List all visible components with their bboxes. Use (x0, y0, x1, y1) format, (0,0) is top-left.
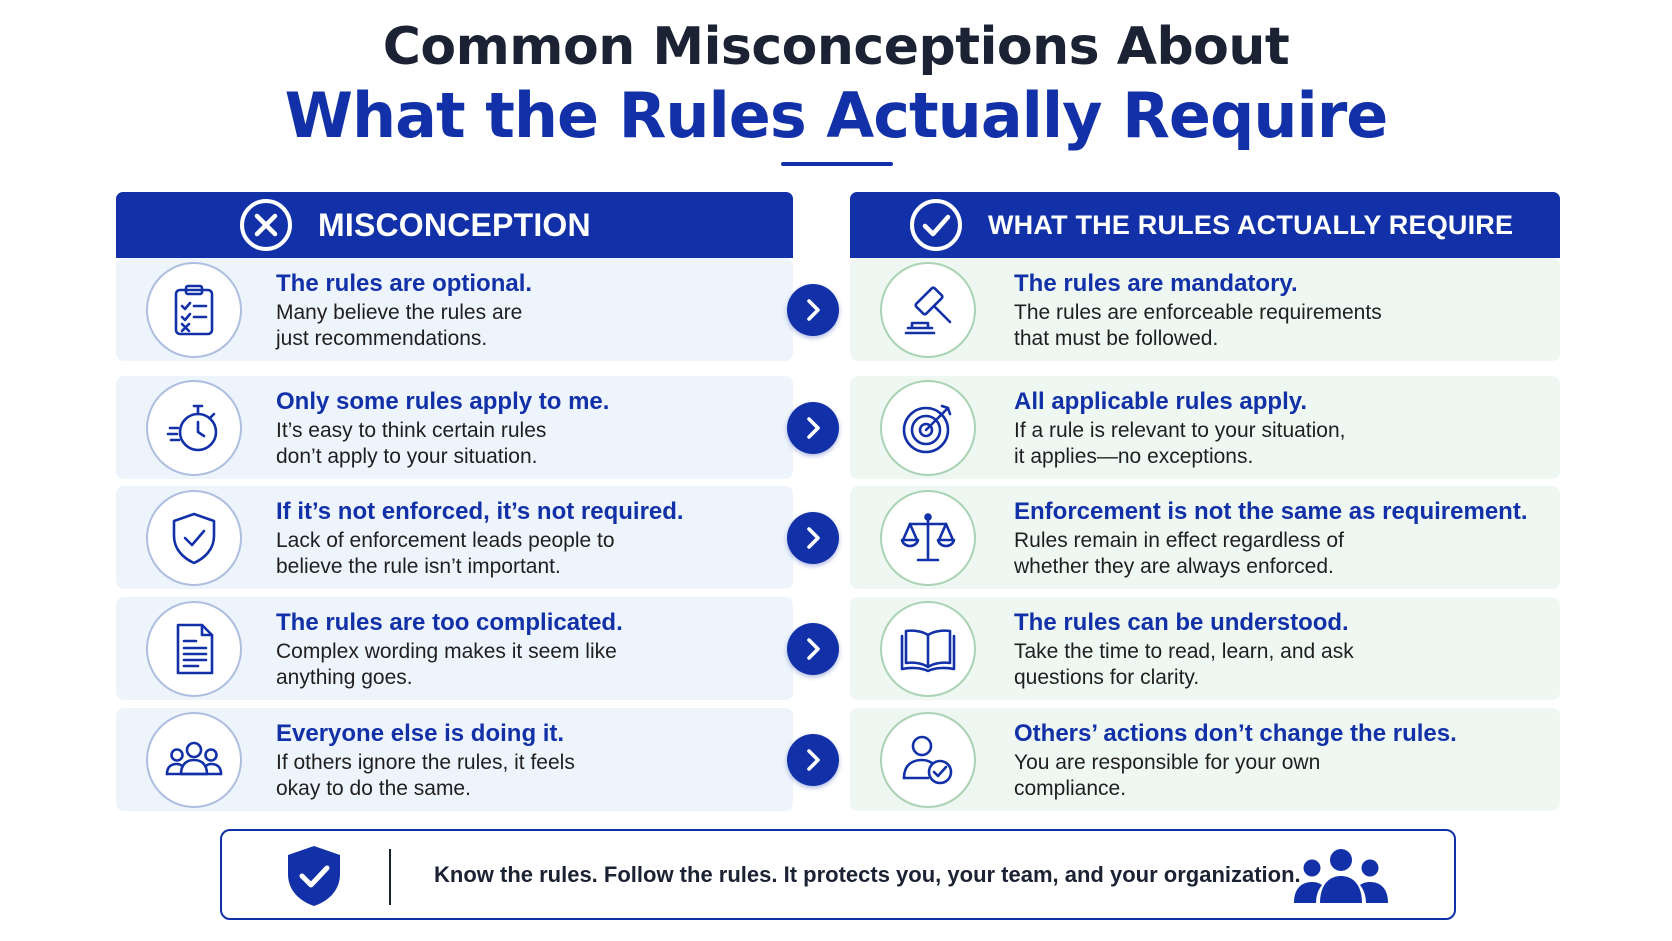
title-line-2: What the Rules Actually Require (284, 79, 1389, 152)
stopwatch-icon (166, 404, 218, 452)
misconception-card: If it’s not enforced, it’s not required.… (116, 486, 793, 589)
misconception-icon-circle (146, 601, 242, 697)
arrow-right-icon (787, 623, 839, 675)
misconception-desc-line-2: just recommendations. (276, 327, 488, 350)
arrow-right-icon (787, 402, 839, 454)
requirement-desc-line-2: whether they are always enforced. (1014, 555, 1334, 578)
clipboard-checklist-icon (174, 284, 214, 336)
shield-check-icon (172, 512, 216, 565)
group-icon (165, 741, 223, 776)
misconception-card: Everyone else is doing it. If others ign… (116, 708, 793, 811)
team-icon (1294, 849, 1388, 903)
footer-text: Know the rules. Follow the rules. It pro… (434, 862, 1301, 887)
requirement-icon-circle (880, 262, 976, 358)
page-title: Common Misconceptions About What the Rul… (0, 14, 1672, 152)
misconception-desc-line-1: Lack of enforcement leads people to (276, 529, 615, 552)
misconception-desc-line-1: Many believe the rules are (276, 301, 523, 324)
requirement-icon-circle (880, 380, 976, 476)
misconception-desc-line-2: don’t apply to your situation. (276, 445, 538, 468)
misconception-desc-line-1: It’s easy to think certain rules (276, 419, 547, 442)
requirement-title: Enforcement is not the same as requireme… (1014, 498, 1528, 525)
footer-divider (389, 849, 391, 905)
misconception-desc-line-1: If others ignore the rules, it feels (276, 751, 575, 774)
requirement-title: All applicable rules apply. (1014, 388, 1307, 415)
misconception-icon-circle (146, 262, 242, 358)
misconception-icon-circle (146, 380, 242, 476)
misconception-card: Only some rules apply to me. It’s easy t… (116, 376, 793, 479)
requirement-card: Others’ actions don’t change the rules. … (850, 708, 1560, 811)
footer-banner: Know the rules. Follow the rules. It pro… (220, 829, 1456, 920)
row-4: The rules are too complicated. Complex w… (116, 597, 1560, 700)
requirement-card: The rules can be understood. Take the ti… (850, 597, 1560, 700)
misconception-header-label: MISCONCEPTION (318, 206, 591, 243)
shield-check-icon (288, 846, 340, 906)
misconception-card: The rules are too complicated. Complex w… (116, 597, 793, 700)
requirement-header-label: WHAT THE RULES ACTUALLY REQUIRE (988, 209, 1514, 240)
requirement-icon-circle (880, 601, 976, 697)
misconception-card: The rules are optional. Many believe the… (116, 258, 793, 361)
arrow-right-icon (787, 284, 839, 336)
misconception-desc-line-2: okay to do the same. (276, 777, 471, 800)
requirement-desc-line-1: The rules are enforceable requirements (1014, 301, 1382, 324)
requirement-desc-line-1: Take the time to read, learn, and ask (1014, 640, 1354, 663)
misconception-desc-line-2: anything goes. (276, 666, 413, 689)
gavel-icon (904, 286, 952, 335)
target-icon (902, 404, 952, 454)
row-5: Everyone else is doing it. If others ign… (116, 708, 1560, 811)
requirement-desc-line-1: You are responsible for your own (1014, 751, 1321, 774)
misconception-header: MISCONCEPTION (116, 192, 793, 258)
row-1: The rules are optional. Many believe the… (116, 258, 1560, 361)
requirement-card: The rules are mandatory. The rules are e… (850, 258, 1560, 361)
misconception-icon-circle (146, 490, 242, 586)
requirement-desc-line-2: that must be followed. (1014, 327, 1219, 350)
misconception-desc-line-2: believe the rule isn’t important. (276, 555, 561, 578)
misconception-title: The rules are optional. (276, 270, 533, 297)
row-3: If it’s not enforced, it’s not required.… (116, 486, 1560, 589)
title-underline (781, 162, 893, 166)
requirement-title: The rules are mandatory. (1014, 270, 1298, 297)
user-check-icon (902, 735, 953, 785)
requirement-desc-line-1: If a rule is relevant to your situation, (1014, 419, 1346, 442)
arrow-right-icon (787, 512, 839, 564)
requirement-card: All applicable rules apply. If a rule is… (850, 376, 1560, 479)
requirement-desc-line-1: Rules remain in effect regardless of (1014, 529, 1344, 552)
requirement-desc-line-2: questions for clarity. (1014, 666, 1200, 689)
open-book-icon (900, 629, 956, 673)
requirement-card: Enforcement is not the same as requireme… (850, 486, 1560, 589)
row-2: Only some rules apply to me. It’s easy t… (116, 376, 1560, 479)
title-line-1: Common Misconceptions About (382, 17, 1290, 77)
document-icon (176, 623, 214, 675)
requirement-title: Others’ actions don’t change the rules. (1014, 720, 1457, 747)
misconception-desc-line-1: Complex wording makes it seem like (276, 640, 617, 663)
misconception-title: Everyone else is doing it. (276, 720, 565, 747)
misconception-icon-circle (146, 712, 242, 808)
arrow-right-icon (787, 734, 839, 786)
scales-icon (900, 513, 956, 562)
requirement-icon-circle (880, 712, 976, 808)
requirement-desc-line-2: compliance. (1014, 777, 1127, 800)
check-circle-icon (910, 199, 962, 251)
requirement-header: WHAT THE RULES ACTUALLY REQUIRE (850, 192, 1560, 258)
requirement-icon-circle (880, 490, 976, 586)
misconception-title: Only some rules apply to me. (276, 388, 610, 415)
requirement-desc-line-2: it applies—no exceptions. (1014, 445, 1254, 468)
requirement-title: The rules can be understood. (1014, 609, 1349, 636)
x-circle-icon (240, 199, 292, 251)
misconception-title: If it’s not enforced, it’s not required. (276, 498, 684, 525)
misconception-title: The rules are too complicated. (276, 609, 623, 636)
